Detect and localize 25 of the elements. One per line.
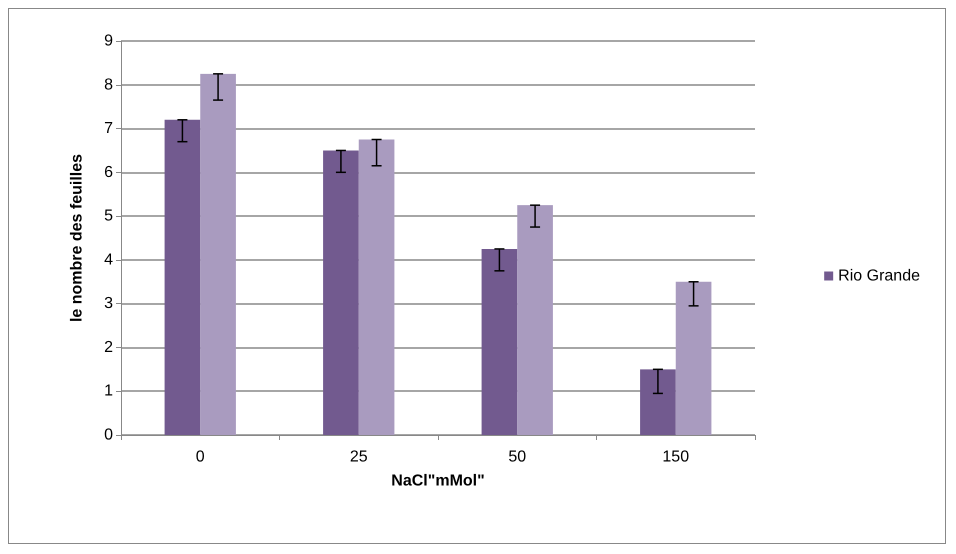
x-tick-label: 150 xyxy=(662,448,690,466)
bar xyxy=(676,282,712,435)
x-axis-title: NaCl"mMol" xyxy=(391,472,485,490)
bar xyxy=(323,150,359,435)
y-tick-label: 4 xyxy=(104,251,114,268)
y-tick-label: 3 xyxy=(104,295,114,312)
bar xyxy=(358,140,394,435)
bar xyxy=(164,120,200,435)
y-tick-label: 1 xyxy=(104,382,114,400)
y-tick-label: 9 xyxy=(104,32,114,50)
x-tick-label: 0 xyxy=(196,448,205,466)
y-tick-label: 6 xyxy=(104,164,114,181)
y-tick-label: 7 xyxy=(104,120,114,138)
y-tick-label: 2 xyxy=(104,338,114,356)
bar xyxy=(640,369,676,435)
y-tick-label: 5 xyxy=(104,208,114,225)
y-axis-title: le nombre des feuilles xyxy=(68,154,86,322)
legend-label: Rio Grande xyxy=(838,268,920,284)
y-tick-label: 0 xyxy=(104,426,114,444)
bar xyxy=(482,248,518,435)
bar xyxy=(200,74,236,435)
y-tick-label: 8 xyxy=(104,76,114,94)
x-tick-label: 25 xyxy=(350,448,368,466)
x-tick-label: 50 xyxy=(508,448,526,466)
bar xyxy=(517,205,553,435)
